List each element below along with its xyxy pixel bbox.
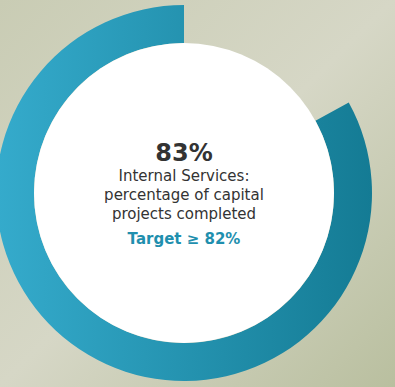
ring-group — [0, 5, 372, 381]
text-group: 83%Internal Services:percentage of capit… — [104, 139, 264, 248]
description: Internal Services:percentage of capitalp… — [104, 167, 264, 223]
inner-disc — [34, 43, 334, 343]
value-label: 83% — [155, 139, 212, 167]
progress-arc — [0, 5, 372, 381]
target-label: Target ≥ 82% — [128, 230, 241, 248]
chart: 83%Internal Services:percentage of capit… — [0, 0, 395, 387]
